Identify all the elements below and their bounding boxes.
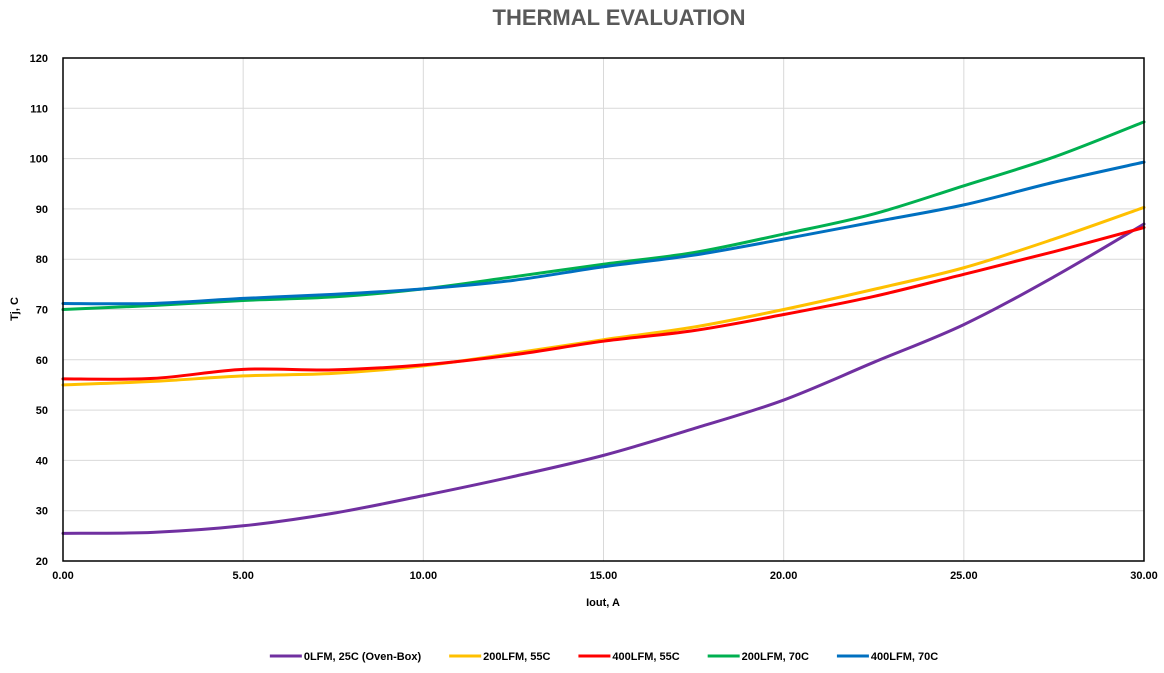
x-tick-label: 15.00 bbox=[590, 570, 618, 582]
x-tick-label: 20.00 bbox=[770, 570, 798, 582]
legend-label-400lfm-70c: 400LFM, 70C bbox=[871, 651, 938, 663]
x-tick-label: 25.00 bbox=[950, 570, 978, 582]
series-line-400lfm-70c bbox=[61, 160, 1146, 306]
legend: 0LFM, 25C (Oven-Box) 200LFM, 55C 400LFM, 5… bbox=[269, 651, 938, 663]
y-tick-label: 20 bbox=[36, 556, 48, 568]
legend-label-200lfm-70c: 200LFM, 70C bbox=[742, 651, 809, 663]
y-tick-label: 40 bbox=[36, 455, 48, 467]
y-tick-label: 100 bbox=[30, 154, 48, 166]
x-tick-label: 0.00 bbox=[52, 570, 73, 582]
x-tick-label: 10.00 bbox=[410, 570, 438, 582]
y-tick-label: 50 bbox=[36, 405, 48, 417]
tick-labels: 0.00 5.00 10.00 15.00 20.00 25.00 30.00 20 30 40 5… bbox=[30, 53, 1158, 582]
legend-label-200lfm-55c: 200LFM, 55C bbox=[483, 651, 550, 663]
y-axis-label: Tj, C bbox=[9, 297, 21, 321]
y-tick-label: 30 bbox=[36, 506, 48, 518]
y-tick-label: 90 bbox=[36, 204, 48, 216]
x-tick-label: 5.00 bbox=[232, 570, 253, 582]
y-tick-label: 110 bbox=[30, 103, 48, 115]
series-line-400lfm-55c bbox=[61, 226, 1146, 381]
y-tick-label: 120 bbox=[30, 53, 48, 65]
series-line-0lfm-25c-oven-box bbox=[61, 222, 1146, 535]
gridlines bbox=[62, 57, 1145, 562]
x-tick-label: 30.00 bbox=[1130, 570, 1158, 582]
series-line-200lfm-70c bbox=[61, 120, 1146, 311]
chart-title: THERMAL EVALUATION bbox=[493, 5, 746, 30]
x-axis-label: Iout, A bbox=[586, 597, 620, 609]
legend-label-400lfm-55c: 400LFM, 55C bbox=[612, 651, 679, 663]
legend-label-0lfm-25c-oven-box: 0LFM, 25C (Oven-Box) bbox=[304, 651, 422, 663]
y-tick-label: 70 bbox=[36, 305, 48, 317]
y-tick-label: 80 bbox=[36, 254, 48, 266]
series-lines bbox=[61, 120, 1146, 535]
y-tick-label: 60 bbox=[36, 355, 48, 367]
plot-area-frame bbox=[62, 57, 1145, 562]
